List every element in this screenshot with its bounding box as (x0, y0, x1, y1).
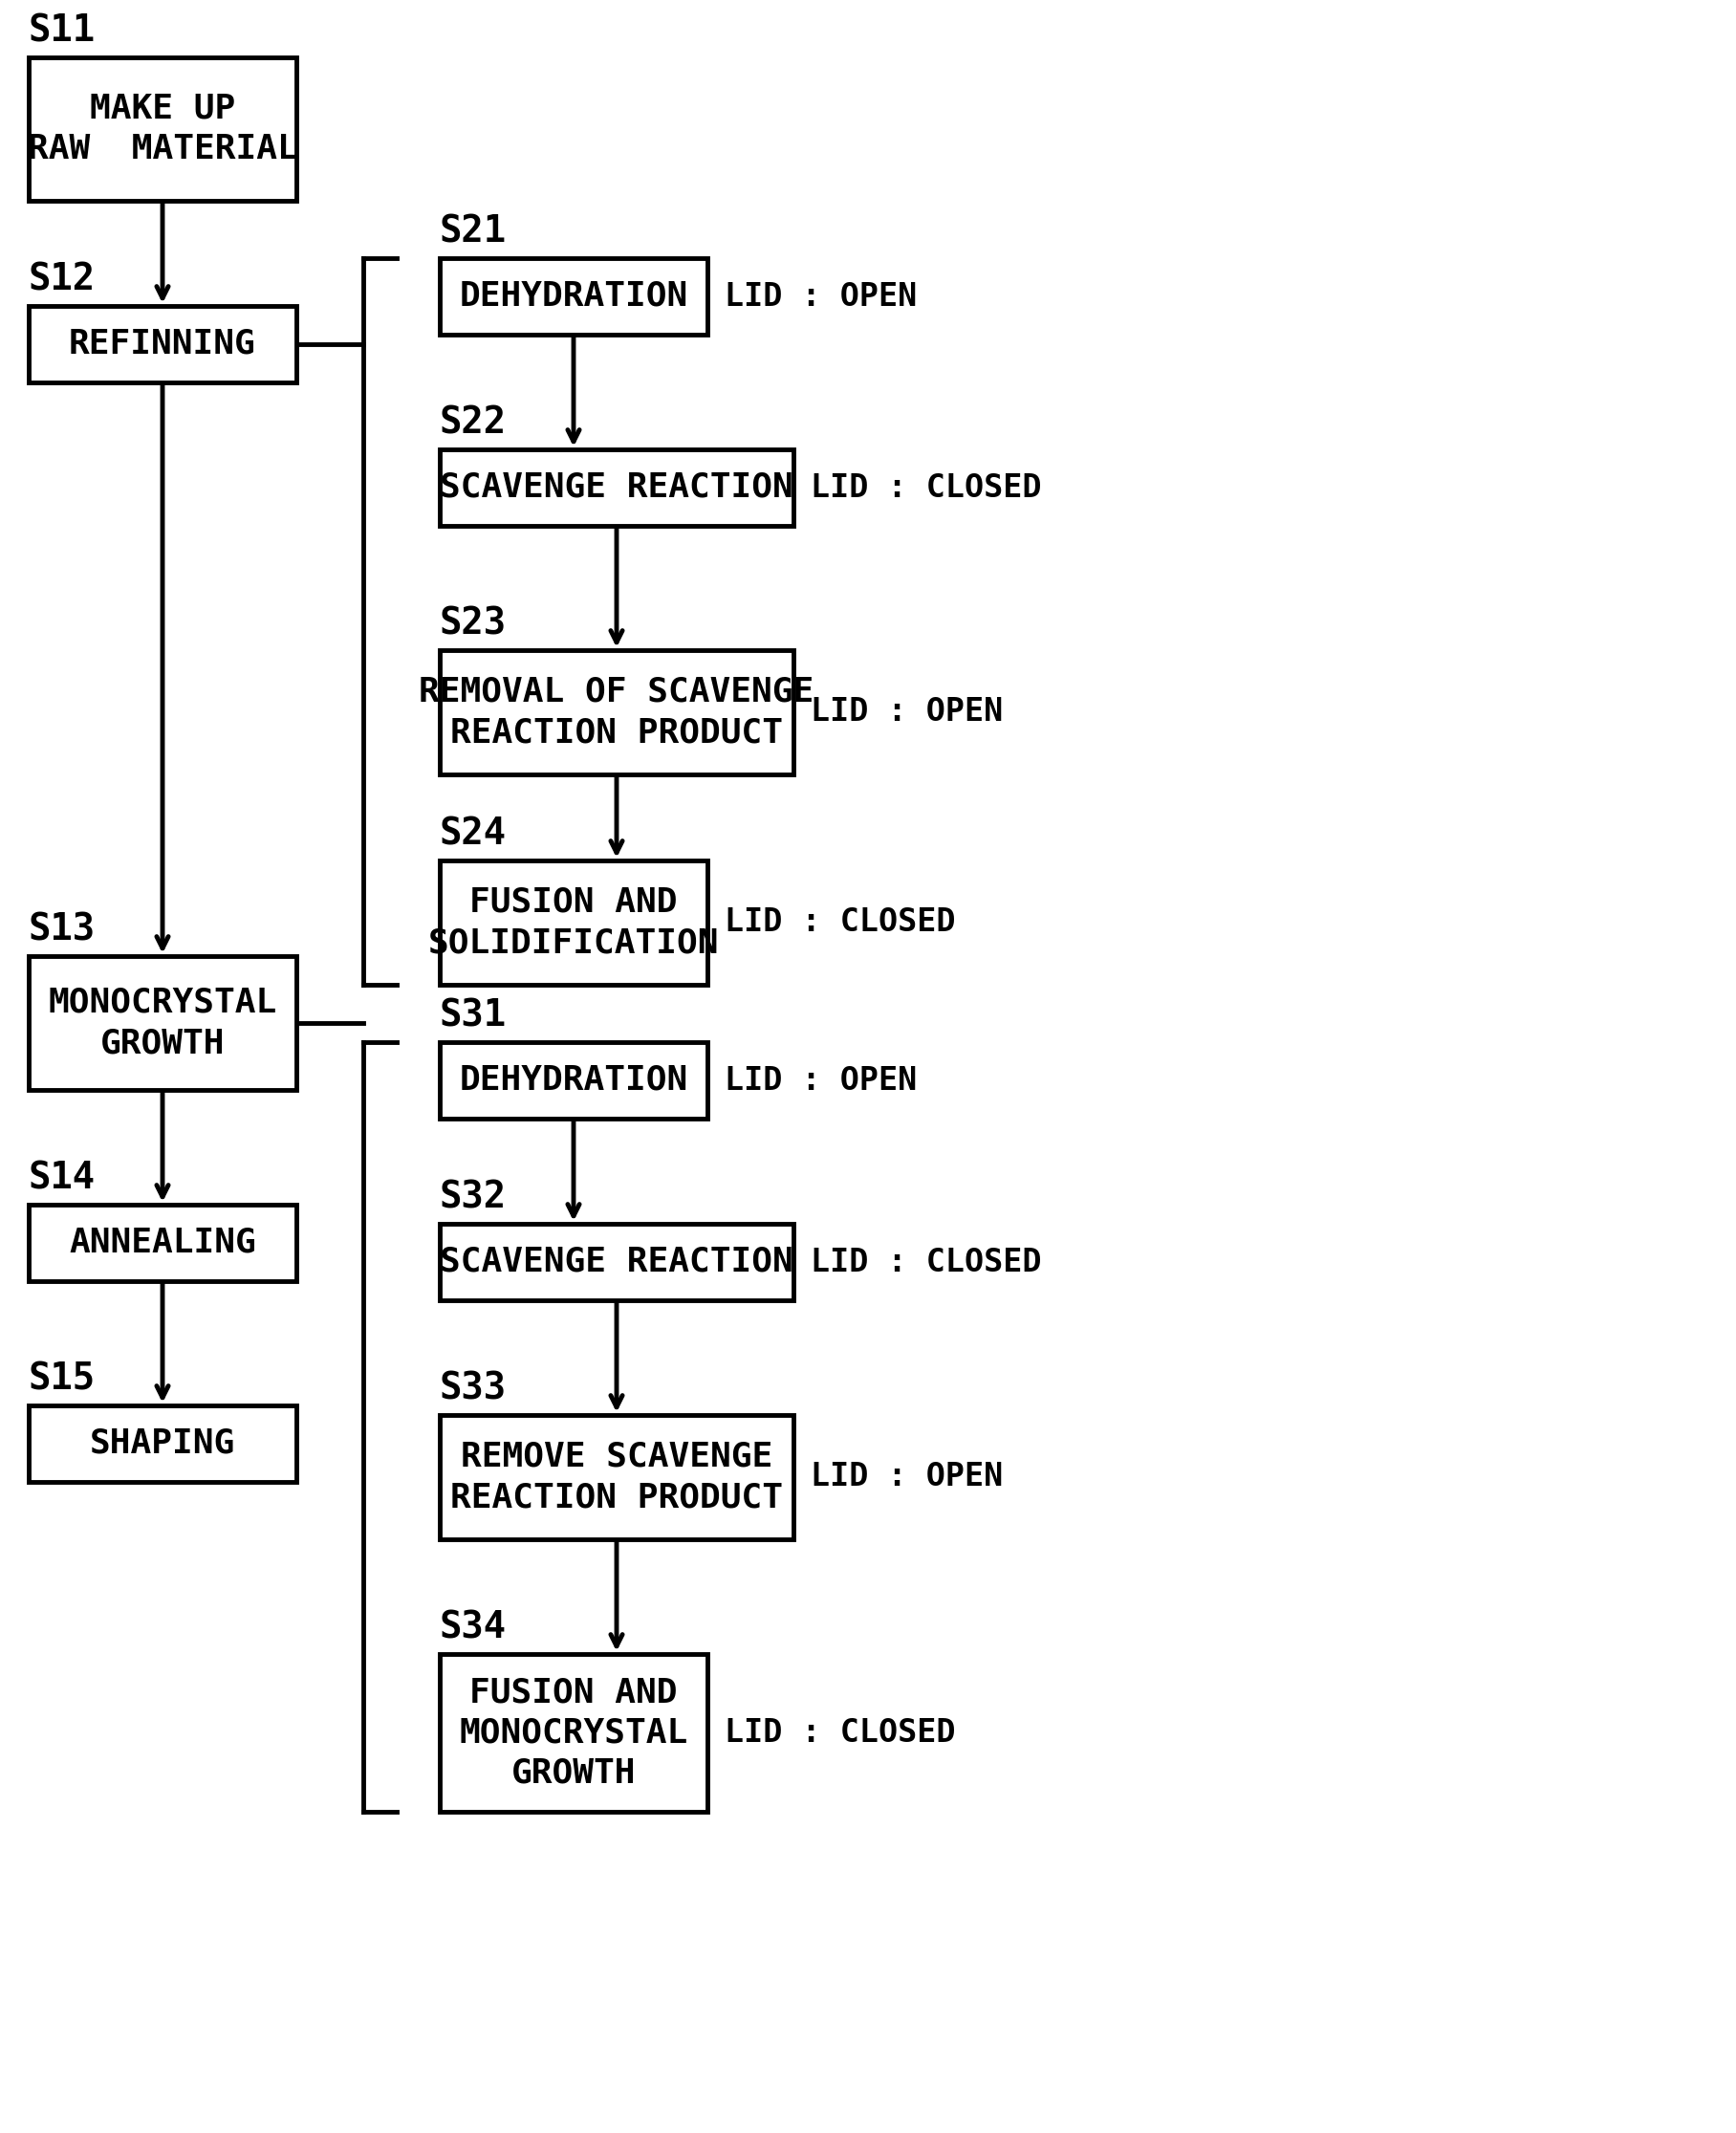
Text: MAKE UP
RAW  MATERIAL: MAKE UP RAW MATERIAL (28, 92, 297, 166)
Text: REMOVAL OF SCAVENGE
REACTION PRODUCT: REMOVAL OF SCAVENGE REACTION PRODUCT (418, 676, 814, 749)
Bar (439, 258, 707, 335)
Bar (30, 1406, 297, 1482)
Text: S13: S13 (30, 913, 95, 949)
Text: LID : OPEN: LID : OPEN (811, 697, 1003, 727)
Text: DEHYDRATION: DEHYDRATION (460, 1064, 687, 1096)
Bar (30, 956, 297, 1090)
Text: S24: S24 (439, 817, 507, 853)
Text: S22: S22 (439, 405, 507, 442)
Bar (439, 1653, 707, 1811)
Bar (439, 450, 793, 527)
Text: SCAVENGE REACTION: SCAVENGE REACTION (439, 1246, 793, 1278)
Bar (439, 1224, 793, 1301)
Text: LID : CLOSED: LID : CLOSED (724, 907, 955, 939)
Bar (439, 860, 707, 985)
Text: SHAPING: SHAPING (90, 1427, 236, 1459)
Text: S21: S21 (439, 213, 507, 250)
Text: S33: S33 (439, 1372, 507, 1408)
Text: FUSION AND
MONOCRYSTAL
GROWTH: FUSION AND MONOCRYSTAL GROWTH (460, 1677, 687, 1790)
Text: LID : CLOSED: LID : CLOSED (811, 471, 1042, 503)
Text: S31: S31 (439, 998, 507, 1035)
Text: FUSION AND
SOLIDIFICATION: FUSION AND SOLIDIFICATION (429, 885, 719, 960)
Text: S11: S11 (30, 13, 95, 49)
Text: S32: S32 (439, 1180, 507, 1216)
Text: MONOCRYSTAL
GROWTH: MONOCRYSTAL GROWTH (49, 988, 276, 1060)
Text: DEHYDRATION: DEHYDRATION (460, 279, 687, 314)
Text: S23: S23 (439, 606, 507, 642)
Text: S14: S14 (30, 1160, 95, 1197)
Text: LID : OPEN: LID : OPEN (724, 1064, 917, 1096)
Bar (30, 1205, 297, 1282)
Bar (30, 58, 297, 201)
Text: S34: S34 (439, 1610, 507, 1647)
Bar (439, 651, 793, 774)
Bar (30, 305, 297, 382)
Text: S15: S15 (30, 1361, 95, 1397)
Text: S12: S12 (30, 262, 95, 299)
Text: REMOVE SCAVENGE
REACTION PRODUCT: REMOVE SCAVENGE REACTION PRODUCT (450, 1440, 783, 1514)
Text: SCAVENGE REACTION: SCAVENGE REACTION (439, 471, 793, 503)
Text: LID : CLOSED: LID : CLOSED (724, 1717, 955, 1749)
Text: ANNEALING: ANNEALING (69, 1226, 257, 1258)
Bar (439, 1043, 707, 1118)
Bar (439, 1414, 793, 1540)
Text: REFINNING: REFINNING (69, 328, 257, 360)
Text: LID : OPEN: LID : OPEN (811, 1461, 1003, 1493)
Text: LID : CLOSED: LID : CLOSED (811, 1246, 1042, 1278)
Text: LID : OPEN: LID : OPEN (724, 282, 917, 311)
